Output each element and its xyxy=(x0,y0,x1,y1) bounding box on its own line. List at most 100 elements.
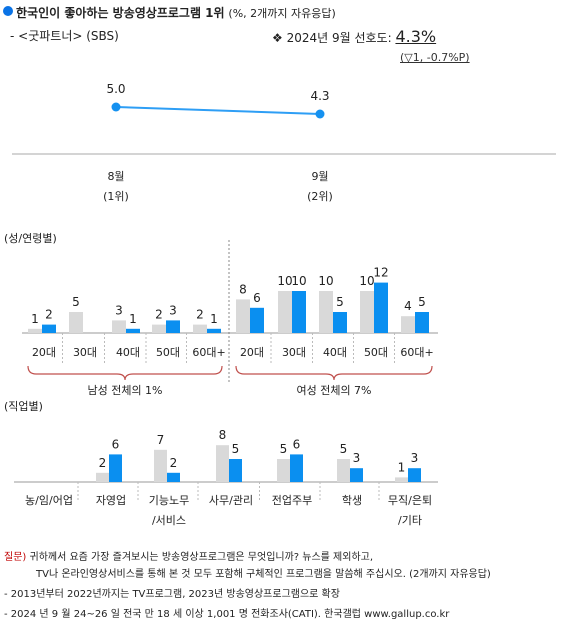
job-bar-label: 6 xyxy=(112,437,120,451)
age-bar xyxy=(42,324,56,333)
age-bar-label: 6 xyxy=(253,291,261,305)
job-bar-label: 1 xyxy=(398,460,406,474)
job-category-label: 무직/은퇴 xyxy=(388,494,432,507)
job-category-label: 기능노무 xyxy=(149,494,189,507)
age-bar-label: 5 xyxy=(418,295,426,309)
title-sub: (%, 2개까지 자유응답) xyxy=(228,7,336,20)
job-bar xyxy=(277,459,290,482)
trend-x-label: 9월 xyxy=(311,170,328,183)
age-bar-label: 5 xyxy=(72,295,80,309)
job-bar xyxy=(337,459,350,482)
note-line-3: - 2013년부터 2022년까지는 TV프로그램, 2023년 방송영상프로그… xyxy=(4,589,340,600)
age-bar-label: 10 xyxy=(277,274,292,288)
age-bar-label: 4 xyxy=(404,299,412,313)
job-category-label: 자영업 xyxy=(96,494,126,507)
job-bar-label: 8 xyxy=(219,428,227,442)
age-bar xyxy=(126,328,140,333)
page-title: 한국인이 좋아하는 방송영상프로그램 1위 (%, 2개까지 자유응답) xyxy=(16,4,336,21)
age-bar xyxy=(236,299,250,333)
age-category-label: 30대 xyxy=(282,346,306,359)
job-category-label: 전업주부 xyxy=(272,494,312,507)
age-category-label: 30대 xyxy=(73,346,97,359)
question-line-1: 질문) 귀하께서 요즘 가장 즐겨보시는 방송영상프로그램은 무엇입니까? 뉴스… xyxy=(4,548,373,563)
preference-summary: ❖ 2024년 9월 선호도: 4.3% xyxy=(272,27,436,46)
trend-x-sublabel: (2위) xyxy=(307,190,333,203)
age-category-label: 20대 xyxy=(240,346,264,359)
age-category-label: 40대 xyxy=(116,346,140,359)
job-bar xyxy=(167,472,180,482)
age-category-label: 50대 xyxy=(364,346,388,359)
job-bar xyxy=(154,449,167,482)
age-category-label: 50대 xyxy=(156,346,180,359)
job-bar xyxy=(109,454,122,482)
program-name: - <굿파트너> (SBS) xyxy=(10,29,119,43)
age-bar xyxy=(152,324,166,333)
age-bar xyxy=(415,312,429,333)
trend-chart: 5.0 8월 (1위) 4.3 9월 (2위) xyxy=(12,82,556,203)
job-category-label: 학생 xyxy=(342,494,362,507)
age-category-label: 40대 xyxy=(323,346,347,359)
job-bar xyxy=(216,445,229,482)
title-bullet-icon xyxy=(3,6,13,16)
trend-value-label: 5.0 xyxy=(106,82,125,96)
age-bar xyxy=(374,282,388,333)
question-label: 질문) xyxy=(4,552,27,563)
group-label: 여성 전체의 7% xyxy=(296,384,371,397)
job-chart-title: (직업별) xyxy=(4,400,43,413)
question-text-1: 귀하께서 요즘 가장 즐겨보시는 방송영상프로그램은 무엇입니까? 뉴스를 제외… xyxy=(29,552,374,563)
job-bar-label: 6 xyxy=(293,437,301,451)
pref-value: 4.3% xyxy=(395,27,437,46)
age-bar-label: 1 xyxy=(129,312,137,326)
job-category-label: /서비스 xyxy=(152,514,186,527)
age-bar-label: 3 xyxy=(169,303,177,317)
job-bar xyxy=(290,454,303,482)
job-bar xyxy=(395,477,408,482)
age-bar-label: 1 xyxy=(210,312,218,326)
question-line-2: TV나 온라인영상서비스를 통해 본 것 모두 포함해 구체적인 프로그램을 말… xyxy=(36,569,491,580)
age-bar xyxy=(250,307,264,333)
age-bar xyxy=(278,291,292,333)
job-category-label: 사무/관리 xyxy=(209,494,253,507)
age-bar-label: 5 xyxy=(336,295,344,309)
age-bar-label: 10 xyxy=(359,274,374,288)
age-bar-label: 2 xyxy=(45,308,53,322)
job-bar-label: 5 xyxy=(340,442,348,456)
age-bar xyxy=(360,291,374,333)
age-bar-label: 1 xyxy=(31,312,39,326)
age-category-label: 20대 xyxy=(32,346,56,359)
age-bar-label: 8 xyxy=(239,282,247,296)
job-category-label: 농/임/어업 xyxy=(25,494,73,507)
trend-point xyxy=(111,102,121,112)
age-bar-label: 2 xyxy=(196,308,204,322)
trend-value-label: 4.3 xyxy=(310,89,329,103)
age-bar xyxy=(69,312,83,333)
job-bar xyxy=(229,459,242,482)
group-brace xyxy=(235,365,433,381)
job-bar xyxy=(96,472,109,482)
job-bar-label: 5 xyxy=(232,442,240,456)
age-bar-label: 12 xyxy=(373,266,388,280)
group-brace xyxy=(27,365,223,381)
age-bar xyxy=(401,316,415,333)
age-bar xyxy=(193,324,207,333)
job-bar-label: 2 xyxy=(99,456,107,470)
age-bar-label: 2 xyxy=(155,308,163,322)
age-bar xyxy=(333,312,347,333)
job-bar xyxy=(408,468,421,482)
age-bar xyxy=(166,320,180,333)
title-main: 한국인이 좋아하는 방송영상프로그램 1위 xyxy=(16,6,225,20)
age-bar xyxy=(28,328,42,333)
age-bar-label: 3 xyxy=(115,303,123,317)
trend-series-line xyxy=(115,106,321,115)
pref-change: (▽1, -0.7%P) xyxy=(400,51,470,64)
age-bar xyxy=(207,328,221,333)
trend-point xyxy=(315,109,325,119)
job-category-label: /기타 xyxy=(398,514,422,527)
age-bar xyxy=(112,320,126,333)
pref-prefix: ❖ 2024년 9월 선호도: xyxy=(272,31,392,45)
age-bar-label: 10 xyxy=(318,274,333,288)
job-bar xyxy=(350,468,363,482)
